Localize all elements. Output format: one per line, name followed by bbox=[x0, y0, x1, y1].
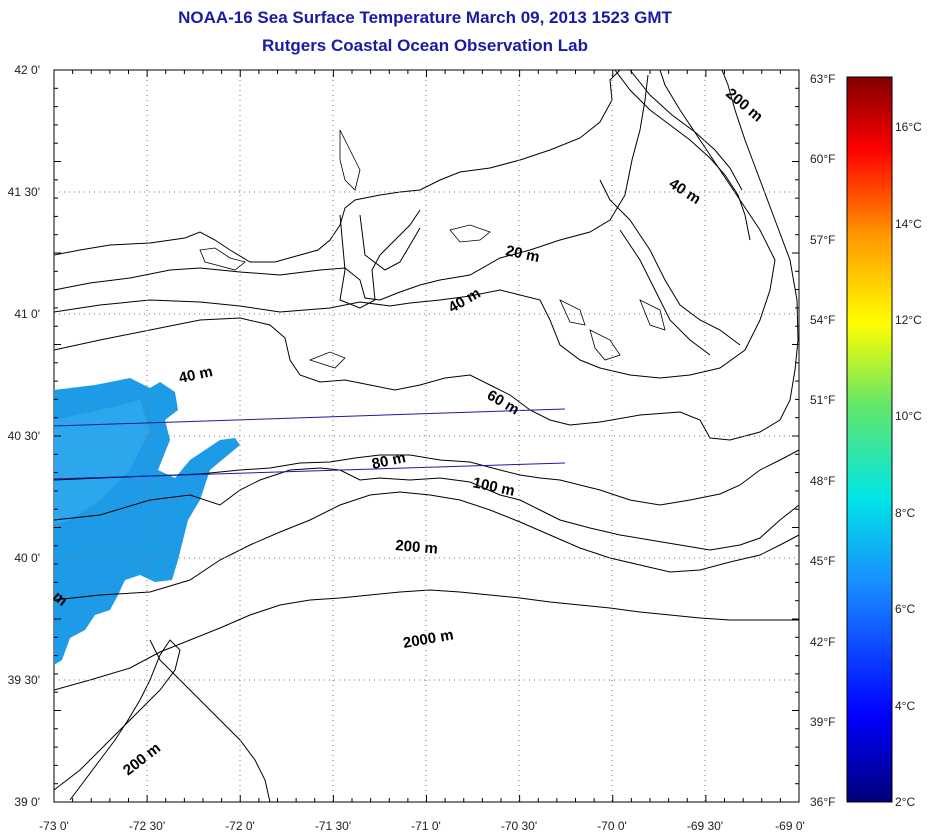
f-label: 63°F bbox=[810, 72, 835, 86]
lat-label: 41 0' bbox=[14, 307, 40, 321]
c-label: 8°C bbox=[895, 506, 915, 520]
bathymetry-contours bbox=[54, 70, 799, 802]
f-label: 45°F bbox=[810, 554, 835, 568]
c-label: 10°C bbox=[895, 409, 922, 423]
grid bbox=[54, 70, 799, 802]
map-title: NOAA-16 Sea Surface Temperature March 09… bbox=[178, 8, 672, 27]
lon-label: -71 0' bbox=[411, 819, 441, 833]
sst-data-patch-light bbox=[54, 400, 150, 525]
c-label: 16°C bbox=[895, 120, 922, 134]
f-label: 48°F bbox=[810, 474, 835, 488]
f-label: 51°F bbox=[810, 393, 835, 407]
f-label: 42°F bbox=[810, 635, 835, 649]
f-label: 60°F bbox=[810, 152, 835, 166]
f-label: 36°F bbox=[810, 795, 835, 809]
celsius-labels: 16°C 14°C 12°C 10°C 8°C 6°C 4°C 2°C bbox=[895, 120, 922, 809]
c-label: 4°C bbox=[895, 699, 915, 713]
contour-label: 80 m bbox=[370, 449, 407, 473]
lat-label: 40 0' bbox=[14, 551, 40, 565]
lat-label: 41 30' bbox=[8, 185, 40, 199]
c-label: 2°C bbox=[895, 795, 915, 809]
map-subtitle: Rutgers Coastal Ocean Observation Lab bbox=[262, 36, 588, 55]
contour-label: 20 m bbox=[504, 242, 541, 266]
frame-ticks bbox=[53, 69, 800, 803]
lat-label: 40 30' bbox=[8, 429, 40, 443]
lon-label: -70 0' bbox=[597, 819, 627, 833]
c-label: 14°C bbox=[895, 217, 922, 231]
longitude-labels: -73 0' -72 30' -72 0' -71 30' -71 0' -70… bbox=[39, 819, 805, 833]
lon-label: -69 30' bbox=[687, 819, 723, 833]
satellite-tracks bbox=[54, 408, 566, 480]
contour-label: 40 m bbox=[177, 363, 214, 387]
lat-label: 42 0' bbox=[14, 63, 40, 77]
lon-label: -69 0' bbox=[775, 819, 805, 833]
f-label: 54°F bbox=[810, 313, 835, 327]
lon-label: -71 30' bbox=[315, 819, 351, 833]
latitude-labels: 42 0' 41 30' 41 0' 40 30' 40 0' 39 30' 3… bbox=[8, 63, 40, 809]
c-label: 12°C bbox=[895, 313, 922, 327]
fahrenheit-labels: 63°F 60°F 57°F 54°F 51°F 48°F 45°F 42°F … bbox=[810, 72, 835, 809]
colorbar bbox=[846, 76, 893, 803]
f-label: 39°F bbox=[810, 715, 835, 729]
lon-label: -72 0' bbox=[225, 819, 255, 833]
lon-label: -70 30' bbox=[501, 819, 537, 833]
contour-label: 200 m bbox=[395, 537, 439, 558]
f-label: 57°F bbox=[810, 233, 835, 247]
lon-label: -73 0' bbox=[39, 819, 69, 833]
lat-label: 39 30' bbox=[8, 673, 40, 687]
c-label: 6°C bbox=[895, 602, 915, 616]
lon-label: -72 30' bbox=[129, 819, 165, 833]
lat-label: 39 0' bbox=[14, 795, 40, 809]
